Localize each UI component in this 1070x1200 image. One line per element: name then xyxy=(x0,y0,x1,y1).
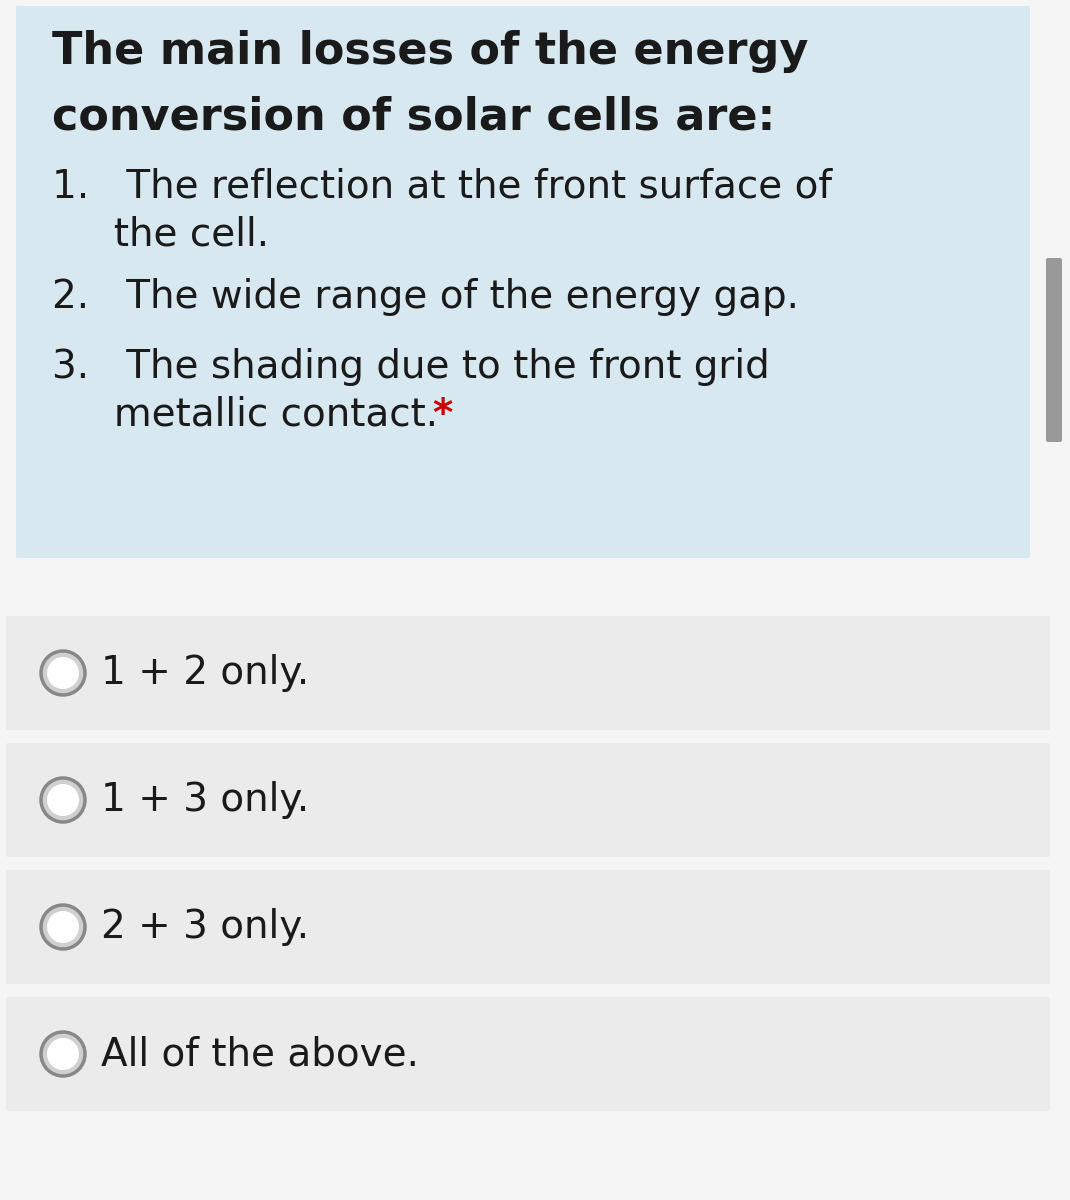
Text: the cell.: the cell. xyxy=(52,216,270,254)
Text: metallic contact.: metallic contact. xyxy=(52,396,438,434)
Text: 1 + 3 only.: 1 + 3 only. xyxy=(101,781,309,818)
Text: 2 + 3 only.: 2 + 3 only. xyxy=(101,908,309,946)
Circle shape xyxy=(47,911,79,943)
Text: The main losses of the energy: The main losses of the energy xyxy=(52,30,808,73)
FancyBboxPatch shape xyxy=(1046,258,1063,442)
Text: conversion of solar cells are:: conversion of solar cells are: xyxy=(52,95,776,138)
Circle shape xyxy=(41,1032,85,1076)
FancyBboxPatch shape xyxy=(6,743,1050,857)
Text: *: * xyxy=(432,396,453,434)
FancyBboxPatch shape xyxy=(6,616,1050,730)
Text: 2.   The wide range of the energy gap.: 2. The wide range of the energy gap. xyxy=(52,278,799,316)
Circle shape xyxy=(47,658,79,689)
FancyBboxPatch shape xyxy=(6,870,1050,984)
Circle shape xyxy=(41,650,85,695)
Text: All of the above.: All of the above. xyxy=(101,1034,419,1073)
FancyBboxPatch shape xyxy=(16,6,1030,558)
Circle shape xyxy=(47,784,79,816)
Circle shape xyxy=(47,1038,79,1070)
Text: 1.   The reflection at the front surface of: 1. The reflection at the front surface o… xyxy=(52,168,832,206)
Text: 3.   The shading due to the front grid: 3. The shading due to the front grid xyxy=(52,348,769,386)
Circle shape xyxy=(41,905,85,949)
FancyBboxPatch shape xyxy=(6,997,1050,1111)
Circle shape xyxy=(41,778,85,822)
Text: 1 + 2 only.: 1 + 2 only. xyxy=(101,654,309,692)
